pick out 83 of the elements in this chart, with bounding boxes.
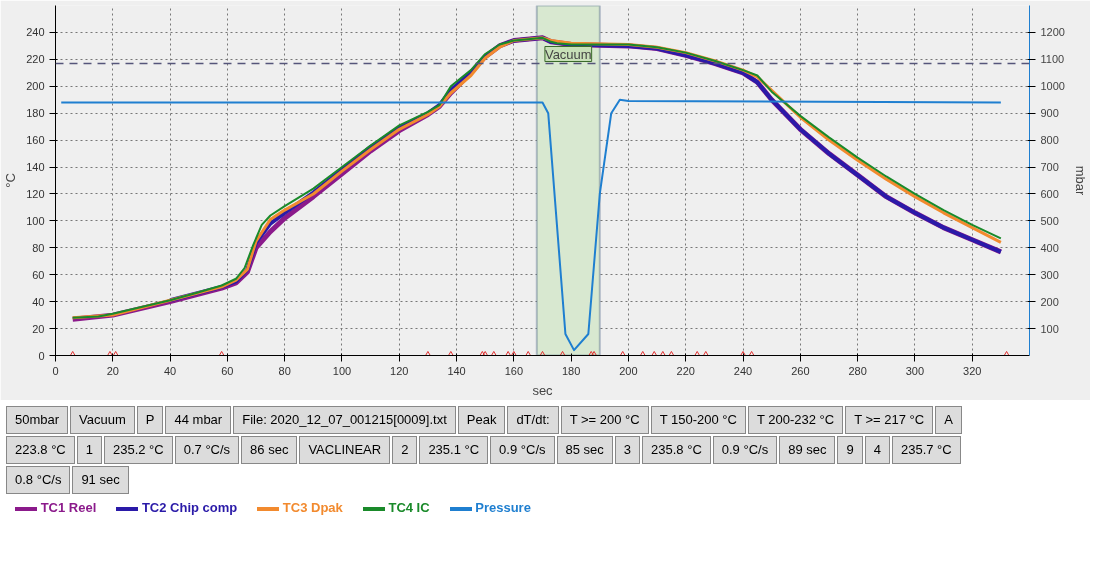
text: 89 sec [779, 436, 836, 464]
text: 44 mbar [165, 406, 232, 434]
legend-label: Pressure [475, 500, 531, 515]
x-tick-label: 140 [447, 364, 466, 377]
text: Peak [457, 406, 506, 434]
y2-tick-label: 1100 [1040, 53, 1065, 66]
text: 0.9 °C/s [712, 436, 778, 464]
legend-label: TC3 Dpak [282, 500, 343, 515]
text: VACLINEAR [299, 436, 391, 464]
x-tick-label: 180 [561, 364, 581, 377]
x-axis-title: sec [532, 382, 554, 398]
y2-tick-label: 1200 [1040, 26, 1065, 39]
y2-tick-label: 200 [1040, 295, 1059, 308]
y-tick-label: 200 [26, 80, 45, 93]
y-tick-label: 20 [32, 322, 45, 335]
text: T >= 217 °C [845, 406, 934, 434]
text: 0.9 °C/s [490, 436, 555, 464]
x-tick-label: 120 [390, 364, 409, 377]
y2-tick-label: 900 [1040, 107, 1059, 120]
x-tick-label: 40 [163, 364, 177, 377]
text: 91 sec [72, 466, 129, 494]
y2-tick-label: 400 [1040, 241, 1059, 254]
legend-label: TC2 Chip comp [141, 500, 238, 515]
x-tick-label: 220 [676, 364, 695, 377]
y-tick-label: 160 [26, 134, 45, 147]
text: 3 [614, 436, 641, 464]
legend-label: TC1 Reel [40, 500, 97, 515]
text: 235.7 °C [891, 436, 961, 464]
x-tick-label: 320 [963, 364, 982, 377]
y-tick-label: 120 [26, 187, 45, 200]
x-tick-label: 260 [791, 364, 810, 377]
x-tick-label: 20 [106, 364, 119, 377]
text: 9 [837, 436, 863, 464]
x-tick-label: 200 [619, 364, 638, 377]
y-tick-label: 80 [32, 241, 45, 254]
text: A [935, 406, 962, 434]
x-tick-label: 80 [278, 364, 291, 377]
text: 235.8 °C [642, 436, 711, 464]
text: Vacuum [70, 406, 135, 434]
text: 235.2 °C [103, 436, 173, 464]
y-tick-label: 180 [26, 107, 45, 120]
y2-tick-label: 600 [1040, 187, 1059, 200]
y-tick-label: 40 [32, 295, 45, 308]
text: 50mbar [6, 406, 69, 434]
y2-tick-label: 100 [1040, 322, 1059, 335]
text: 235.1 °C [419, 436, 489, 464]
text: dT/dt: [507, 406, 559, 434]
text: 1 [76, 436, 102, 464]
text: T 200-232 °C [747, 406, 844, 434]
text: File: 2020_12_07_001215[0009].txt [233, 406, 456, 434]
text: 223.8 °C [6, 436, 75, 464]
y2-axis-title: mbar [1072, 165, 1088, 196]
y-tick-label: 0 [38, 349, 45, 362]
y-tick-label: 240 [26, 26, 45, 39]
text: 86 sec [241, 436, 298, 464]
legend-label: TC4 IC [388, 500, 430, 515]
y2-tick-label: 800 [1040, 134, 1059, 147]
y2-tick-label: 500 [1040, 214, 1059, 227]
x-tick-label: 240 [733, 364, 753, 377]
text: P [136, 406, 164, 434]
text: 0.7 °C/s [174, 436, 240, 464]
y-axis-title: °C [3, 173, 19, 188]
y-tick-label: 100 [26, 214, 45, 227]
text: T 150-200 °C [650, 406, 746, 434]
text: T >= 200 °C [560, 406, 649, 434]
text: 4 [864, 436, 890, 464]
y2-tick-label: 700 [1040, 161, 1059, 174]
y-tick-label: 60 [32, 268, 45, 281]
x-tick-label: 0 [52, 364, 59, 377]
x-tick-label: 280 [848, 364, 867, 377]
text: 85 sec [556, 436, 613, 464]
y-tick-label: 220 [26, 53, 45, 66]
y2-tick-label: 300 [1040, 268, 1059, 281]
text: 0.8 °C/s [6, 466, 71, 494]
y-tick-label: 140 [26, 161, 45, 174]
y2-tick-label: 1000 [1040, 80, 1065, 93]
x-tick-label: 160 [504, 364, 524, 377]
x-tick-label: 300 [905, 364, 925, 377]
text: 2 [392, 436, 418, 464]
x-tick-label: 60 [221, 364, 234, 377]
x-tick-label: 100 [332, 364, 352, 377]
band-label: Vacuum [544, 46, 592, 62]
line-series [60, 98, 1002, 352]
